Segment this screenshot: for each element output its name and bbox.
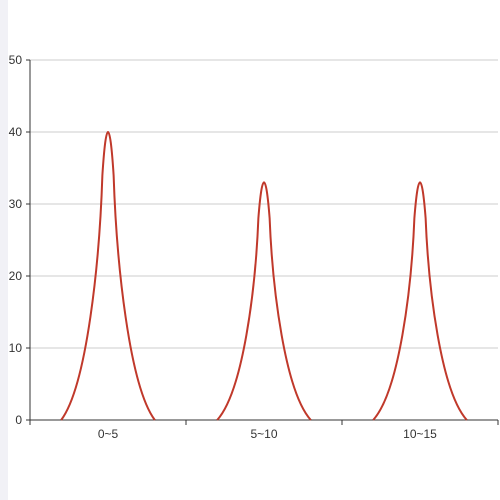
- peak-2: [216, 181, 312, 421]
- y-ticks: 0 10 20 30 40 50: [9, 53, 30, 427]
- peak-3: [372, 181, 468, 421]
- y-tick-label: 20: [9, 269, 23, 283]
- left-edge-strip: [0, 0, 8, 500]
- x-tick-label: 5~10: [250, 427, 277, 441]
- y-tick-label: 40: [9, 125, 23, 139]
- y-tick-label: 30: [9, 197, 23, 211]
- gridlines: [30, 59, 498, 349]
- series-peaks: [60, 130, 468, 421]
- x-tick-label: 0~5: [98, 427, 119, 441]
- y-tick-label: 0: [15, 413, 22, 427]
- y-tick-label: 50: [9, 53, 23, 67]
- x-tick-label: 10~15: [403, 427, 437, 441]
- axes: [29, 60, 498, 421]
- y-tick-label: 10: [9, 341, 23, 355]
- x-ticks: 0~5 5~10 10~15: [29, 420, 499, 441]
- peak-1: [60, 130, 156, 421]
